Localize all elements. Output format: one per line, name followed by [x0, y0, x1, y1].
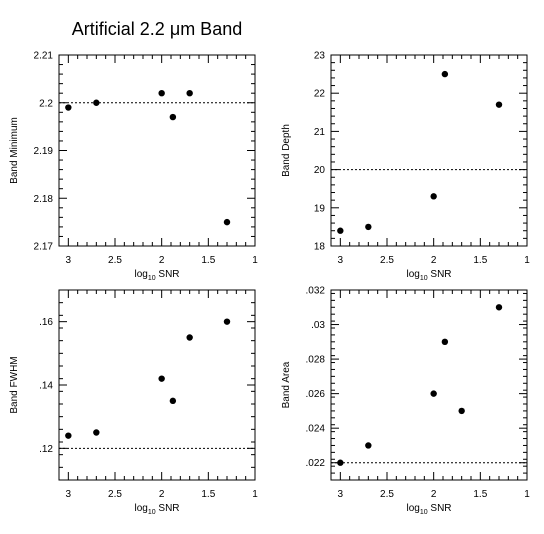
- y-tick-label: .026: [306, 389, 326, 400]
- y-tick-label: .16: [39, 317, 53, 328]
- x-tick-label: 1: [252, 255, 258, 266]
- band-area-frame: [330, 289, 528, 481]
- x-axis-label: log10 SNR: [406, 503, 451, 516]
- band-fwhm-point: [65, 432, 72, 439]
- band-minimum-panel: 3 2.5 2 1.5 1 2.17 2.18 2.19 2.2 2.21 log10 SNR Ban…: [9, 51, 258, 283]
- x-tick-label: 1.5: [201, 489, 215, 500]
- band-depth-point: [430, 193, 437, 200]
- x-tick-label: 2: [431, 255, 437, 266]
- y-tick-label: .024: [306, 424, 326, 435]
- band-area-point: [495, 304, 503, 311]
- y-tick-label: 22: [314, 89, 326, 100]
- y-tick-label: .12: [39, 444, 53, 455]
- x-tick-label: 3: [66, 489, 72, 500]
- y-tick-label: 23: [314, 51, 326, 62]
- y-tick-label: 18: [314, 242, 326, 253]
- band-area-panel: 3 2.5 2 1.5 1 .022 .024 .026 .028 .03 .032 log10 SN…: [281, 286, 530, 517]
- y-tick-label: .032: [306, 286, 326, 297]
- y-tick-label: 19: [314, 203, 326, 214]
- y-tick-label: 2.21: [34, 51, 54, 62]
- band-depth-panel: 3 2.5 2 1.5 1 18 19 20 21 22 23 log10 SNR Band Depth: [281, 51, 530, 283]
- x-tick-label: 2.5: [108, 255, 122, 266]
- band-minimum-point: [169, 113, 177, 121]
- x-axis-label: log10 SNR: [134, 269, 179, 282]
- x-tick-label: 3: [66, 255, 72, 266]
- x-tick-label: 1: [524, 255, 530, 266]
- x-tick-label: 2.5: [380, 489, 394, 500]
- band-area-point: [441, 338, 449, 346]
- y-axis-label: Band Minimum: [9, 117, 20, 184]
- y-tick-label: .022: [306, 458, 326, 469]
- x-tick-label: 1: [252, 489, 258, 500]
- band-depth-frame: [330, 54, 528, 247]
- band-depth-point: [337, 227, 344, 234]
- x-tick-label: 1.5: [473, 489, 487, 500]
- x-tick-label: 1: [524, 489, 530, 500]
- band-area-point: [365, 442, 372, 449]
- band-fwhm-point: [158, 375, 165, 382]
- band-minimum-point: [65, 104, 72, 111]
- x-tick-label: 2: [159, 489, 165, 500]
- y-axis-label: Band FWHM: [9, 356, 20, 413]
- x-tick-label: 2.5: [108, 489, 122, 500]
- y-axis-label: Band Depth: [281, 124, 292, 177]
- x-tick-label: 2.5: [380, 255, 394, 266]
- y-tick-label: 2.17: [34, 242, 54, 253]
- band-area-point: [430, 390, 437, 397]
- band-depth-point: [441, 70, 449, 78]
- band-fwhm-point: [223, 318, 231, 325]
- band-fwhm-point: [186, 334, 193, 341]
- band-area-point: [458, 407, 465, 415]
- y-tick-label: 2.19: [34, 146, 54, 157]
- y-tick-label: .028: [306, 355, 326, 366]
- x-tick-label: 3: [338, 255, 344, 266]
- band-fwhm-frame: [58, 289, 256, 481]
- x-tick-label: 1.5: [201, 255, 215, 266]
- band-fwhm-panel: 3 2.5 2 1.5 1 .12 .14 .16 log10 SNR Band FWHM: [9, 289, 258, 516]
- y-tick-label: .03: [311, 320, 325, 331]
- y-tick-label: 20: [314, 165, 326, 176]
- y-tick-label: 2.18: [34, 194, 54, 205]
- band-depth-point: [365, 223, 372, 231]
- band-fwhm-point: [93, 429, 100, 436]
- chart-panels: 3 2.5 2 1.5 1 2.17 2.18 2.19 2.2 2.21 log10 SNR Ban…: [9, 51, 530, 517]
- x-tick-label: 3: [338, 489, 344, 500]
- band-depth-point: [495, 101, 503, 108]
- band-minimum-point: [93, 99, 100, 106]
- x-tick-label: 2: [431, 489, 437, 500]
- band-minimum-point: [186, 90, 193, 97]
- x-tick-label: 2: [159, 255, 165, 266]
- y-tick-label: 21: [314, 127, 326, 138]
- band-minimum-point: [223, 218, 231, 226]
- band-area-point: [337, 459, 344, 466]
- band-minimum-point: [158, 90, 165, 97]
- x-axis-label: log10 SNR: [406, 269, 451, 282]
- y-axis-label: Band Area: [281, 361, 292, 408]
- x-axis-label: log10 SNR: [134, 503, 179, 516]
- y-tick-label: 2.2: [39, 98, 53, 109]
- band-fwhm-point: [169, 397, 177, 405]
- y-tick-label: .14: [39, 381, 53, 392]
- figure-title: Artificial 2.2 μm Band: [72, 19, 242, 39]
- band-minimum-frame: [58, 54, 256, 247]
- x-tick-label: 1.5: [473, 255, 487, 266]
